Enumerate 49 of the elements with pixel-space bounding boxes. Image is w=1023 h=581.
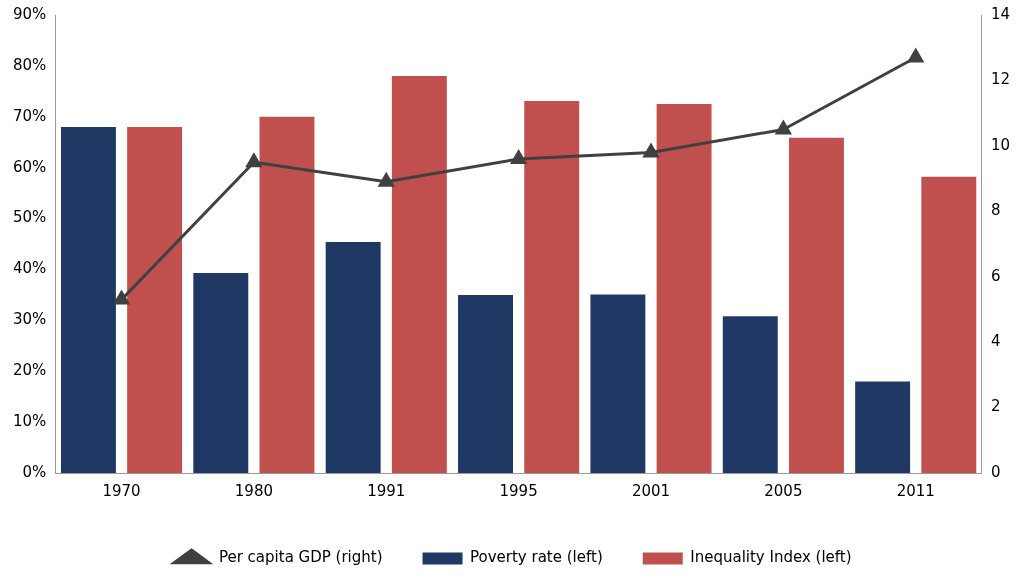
bar xyxy=(855,381,911,473)
x-tick-label: 2001 xyxy=(631,481,671,500)
bar xyxy=(590,294,646,473)
legend-label: Poverty rate (left) xyxy=(470,548,603,567)
y-tick-label: 80% xyxy=(13,55,47,74)
bar xyxy=(921,176,977,473)
y2-tick-label: 10 xyxy=(990,135,1011,154)
y-tick-label: 20% xyxy=(13,361,47,380)
y2-tick-label: 8 xyxy=(990,201,1001,220)
legend-label: Inequality Index (left) xyxy=(690,548,852,567)
bar xyxy=(325,241,381,473)
y2-tick-label: 12 xyxy=(990,70,1011,89)
x-tick-label: 2005 xyxy=(764,481,803,500)
bar xyxy=(788,137,844,473)
y-tick-label: 50% xyxy=(13,208,47,227)
y-tick-label: 90% xyxy=(13,4,47,23)
y-tick-label: 70% xyxy=(13,106,47,125)
bar xyxy=(127,126,183,473)
y2-tick-label: 0 xyxy=(990,462,1001,481)
bar xyxy=(458,294,513,473)
point xyxy=(775,121,791,135)
point xyxy=(246,153,262,168)
x-tick-label: 2011 xyxy=(896,481,935,500)
point xyxy=(908,49,924,63)
point xyxy=(113,291,130,305)
x-tick-label: 1980 xyxy=(234,481,273,500)
y-tick-label: 0% xyxy=(22,462,47,481)
bar xyxy=(60,126,116,473)
y-tick-label: 30% xyxy=(13,310,47,329)
point xyxy=(378,173,394,187)
point xyxy=(511,150,527,164)
bar xyxy=(391,76,447,473)
point xyxy=(643,143,659,158)
y-tick-label: 10% xyxy=(13,412,47,430)
x-tick-label: 1995 xyxy=(499,481,538,500)
y2-tick-label: 14 xyxy=(990,4,1011,23)
y2-tick-label: 4 xyxy=(990,332,1001,351)
bar xyxy=(656,104,712,473)
y2-tick-label: 6 xyxy=(990,266,1001,285)
y2-tick-label: 2 xyxy=(990,397,1001,416)
bar xyxy=(722,316,778,473)
bar xyxy=(259,116,315,473)
x-tick-label: 1991 xyxy=(367,481,406,500)
x-tick-label: 1970 xyxy=(102,481,141,500)
y-tick-label: 40% xyxy=(13,259,47,278)
bar xyxy=(524,101,580,473)
y-tick-label: 60% xyxy=(13,157,47,176)
bar xyxy=(193,273,249,473)
legend-label: Per capita GDP (right) xyxy=(218,548,383,567)
